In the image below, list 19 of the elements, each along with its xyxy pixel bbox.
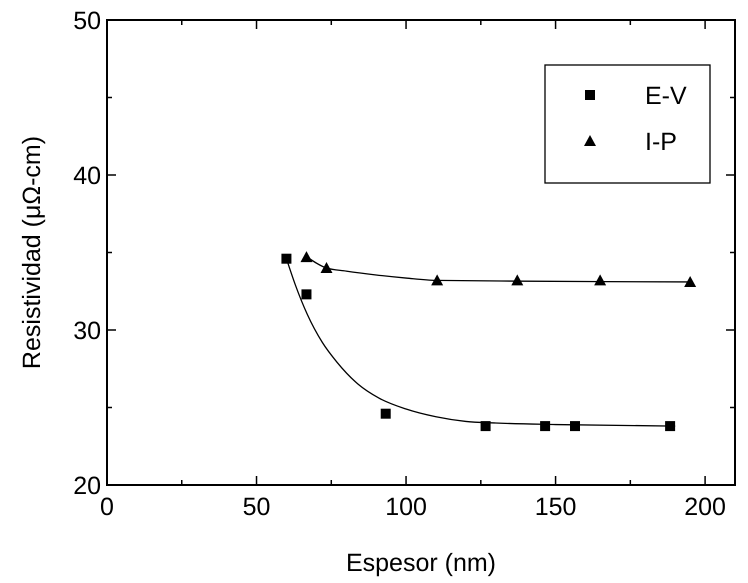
point xyxy=(380,408,391,419)
x-tick-label: 50 xyxy=(242,493,270,521)
point xyxy=(431,274,444,286)
point xyxy=(665,421,676,432)
x-tick-label: 0 xyxy=(100,493,114,521)
y-tick-label: 30 xyxy=(73,317,101,345)
legend-label: E-V xyxy=(645,82,687,110)
point xyxy=(281,254,292,264)
x-tick-label: 200 xyxy=(684,493,726,521)
y-tick-label: 20 xyxy=(73,472,101,500)
x-tick-label: 100 xyxy=(385,493,427,521)
point xyxy=(301,289,312,300)
y-axis-title: Resistividad (μΩ-cm) xyxy=(18,136,46,370)
y-tick-label: 40 xyxy=(73,162,101,190)
legend-label: I-P xyxy=(645,128,677,156)
x-tick-label: 150 xyxy=(534,493,576,521)
point xyxy=(684,276,696,287)
x-axis-title: Espesor (nm) xyxy=(346,549,496,577)
y-tick-label: 50 xyxy=(73,7,101,35)
